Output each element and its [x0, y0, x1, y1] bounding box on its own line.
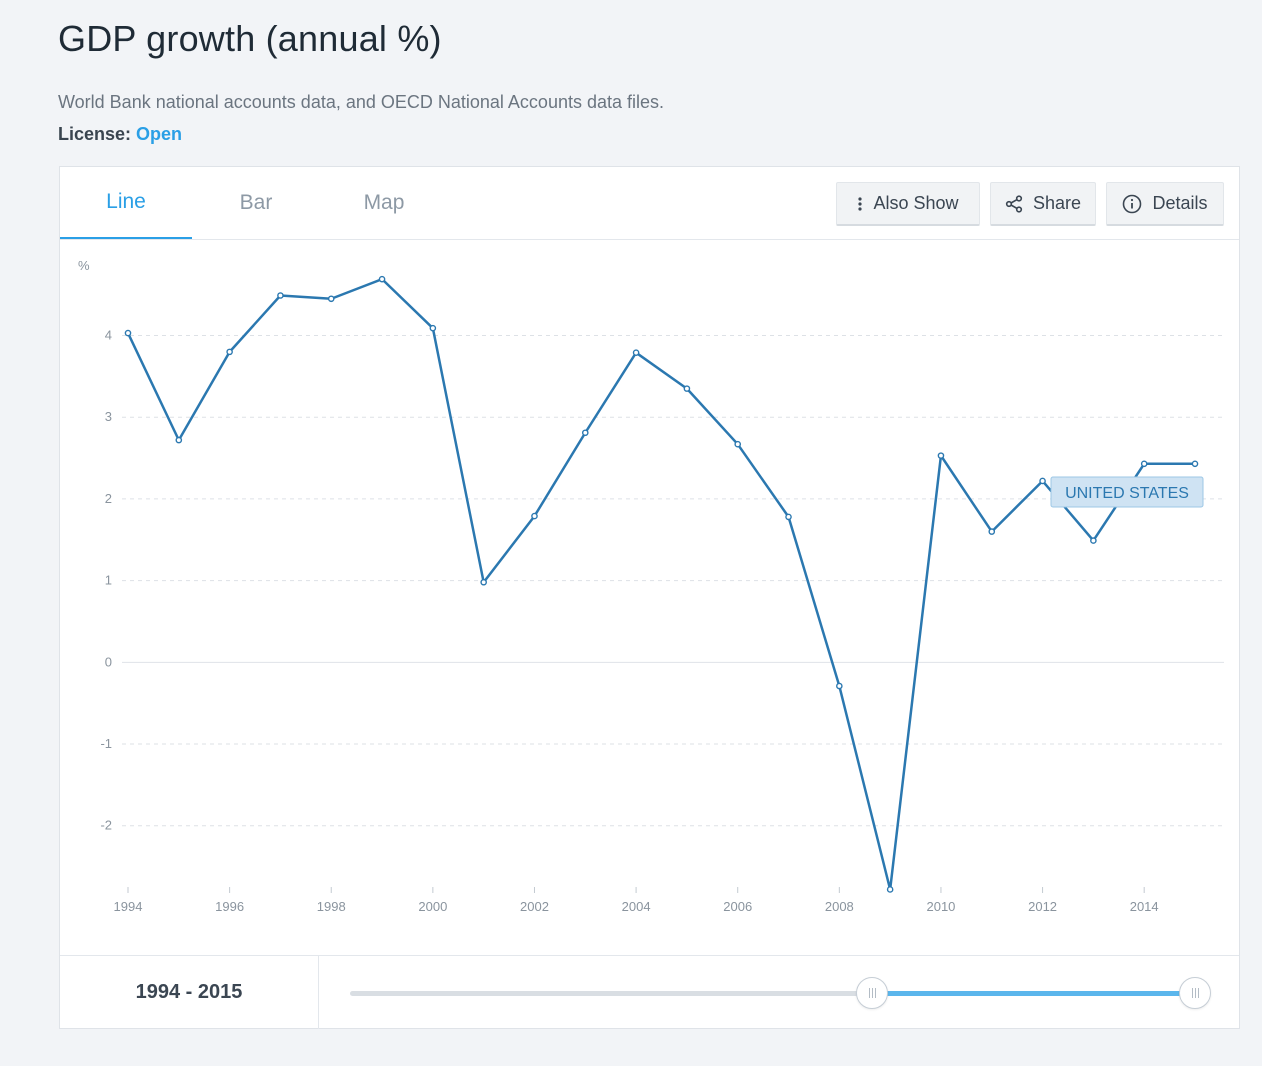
grip-icon	[1191, 988, 1199, 998]
share-label: Share	[1032, 193, 1082, 213]
data-point[interactable]	[1140, 460, 1148, 468]
data-point[interactable]	[937, 452, 945, 459]
data-point[interactable]	[683, 385, 691, 392]
data-point[interactable]	[632, 349, 640, 356]
data-point[interactable]	[886, 886, 894, 893]
data-point[interactable]	[1039, 477, 1046, 485]
data-point[interactable]	[378, 275, 386, 283]
x-tick-label: 1998	[317, 899, 346, 914]
y-tick-label: 4	[105, 328, 112, 343]
details-button[interactable]: Details	[1106, 182, 1224, 226]
data-point[interactable]	[124, 329, 132, 337]
data-point[interactable]	[581, 429, 589, 437]
x-tick-label: 2008	[825, 899, 854, 914]
more-vertical-icon	[857, 196, 863, 212]
data-point[interactable]	[480, 578, 487, 586]
y-axis-unit-label: %	[78, 258, 90, 273]
also-show-button[interactable]: Also Show	[836, 182, 980, 226]
data-point[interactable]	[1191, 460, 1199, 468]
x-tick-label: 2006	[723, 899, 752, 914]
slider-selected-range	[872, 991, 1195, 996]
license-open-link[interactable]: Open	[136, 124, 183, 144]
grip-icon	[868, 988, 876, 998]
tab-line[interactable]: Line	[60, 167, 192, 239]
y-tick-label: 3	[105, 409, 112, 424]
x-tick-label: 2004	[622, 899, 651, 914]
y-tick-label: -2	[100, 818, 112, 833]
data-point[interactable]	[531, 512, 538, 520]
data-point[interactable]	[1090, 537, 1097, 544]
y-tick-label: -1	[100, 736, 112, 751]
range-start: 1994	[135, 981, 181, 1003]
chart-card: Line Bar Map Also Show Share Details % -…	[59, 166, 1240, 1029]
info-icon	[1122, 194, 1142, 214]
x-tick-label: 2002	[520, 899, 549, 914]
year-range-label: 1994 - 2015	[60, 956, 319, 1029]
x-tick-label: 1996	[215, 899, 244, 914]
data-point[interactable]	[429, 324, 437, 332]
slider-end-handle[interactable]	[1179, 977, 1211, 1009]
data-point[interactable]	[734, 440, 742, 448]
slider-start-handle[interactable]	[856, 977, 889, 1009]
line-chart: % -2 -1 0 1 2 3 4 1994 1996 1998 2000 2002 2004 2006…	[78, 258, 1224, 914]
range-separator: -	[180, 981, 198, 1003]
x-tick-label: 2012	[1028, 899, 1057, 914]
series-label-layer: UNITED STATES	[1050, 476, 1204, 508]
x-tick-label: 2010	[926, 899, 955, 914]
range-end: 2015	[197, 981, 243, 1003]
details-label: Details	[1152, 193, 1208, 213]
source-note: World Bank national accounts data, and O…	[58, 92, 665, 112]
share-button[interactable]: Share	[990, 182, 1096, 226]
x-axis-ticks: 1994 1996 1998 2000 2002 2004 2006 2008 2010 2012…	[114, 887, 1159, 914]
data-point[interactable]	[277, 292, 284, 299]
series-label-box	[1050, 476, 1204, 508]
series-label-text: UNITED STATES	[1065, 485, 1189, 502]
year-range-slider[interactable]	[350, 991, 1195, 996]
data-point[interactable]	[327, 295, 335, 303]
data-point[interactable]	[785, 513, 792, 521]
share-icon	[1005, 194, 1023, 213]
data-point[interactable]	[836, 682, 843, 690]
tab-bar[interactable]: Bar	[239, 191, 273, 214]
series-layer	[124, 275, 1199, 893]
y-tick-label: 2	[105, 491, 112, 506]
license-line: License: Open	[58, 124, 182, 145]
y-axis-ticks: -2 -1 0 1 2 3 4	[100, 328, 112, 833]
x-tick-label: 1994	[114, 899, 143, 914]
chart-tabbar: Line Bar Map Also Show Share Details	[60, 167, 1239, 240]
data-point[interactable]	[988, 528, 996, 535]
also-show-label: Also Show	[873, 193, 959, 213]
y-tick-label: 1	[105, 573, 112, 588]
y-tick-label: 0	[105, 654, 112, 669]
data-point[interactable]	[226, 348, 233, 356]
x-tick-label: 2014	[1130, 899, 1159, 914]
tab-map[interactable]: Map	[363, 191, 405, 214]
data-point[interactable]	[175, 436, 183, 444]
x-tick-label: 2000	[418, 899, 447, 914]
series-label-badge[interactable]: UNITED STATES	[1050, 476, 1204, 508]
grid-lines	[122, 335, 1224, 827]
license-label: License:	[58, 124, 132, 144]
page-title: GDP growth (annual %)	[58, 18, 442, 59]
range-footer: 1994 - 2015	[60, 955, 1239, 1029]
series-line[interactable]	[126, 277, 1195, 891]
